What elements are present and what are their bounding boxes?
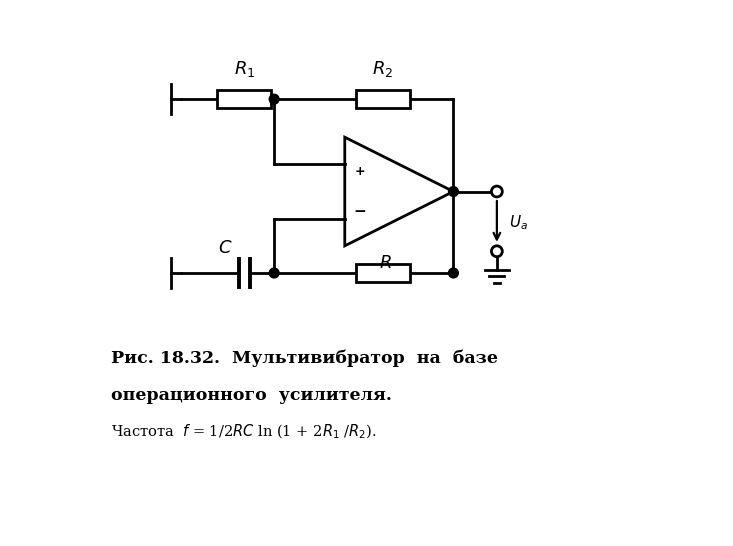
Text: −: − xyxy=(353,204,366,218)
Text: $R$: $R$ xyxy=(379,254,392,272)
Bar xyxy=(356,90,410,109)
Circle shape xyxy=(269,268,279,278)
Text: +: + xyxy=(355,165,365,179)
Bar xyxy=(356,264,410,282)
Text: $R_2$: $R_2$ xyxy=(372,58,394,79)
Circle shape xyxy=(491,246,502,257)
Circle shape xyxy=(449,187,458,197)
Circle shape xyxy=(449,268,458,278)
Text: $C$: $C$ xyxy=(218,239,232,257)
Circle shape xyxy=(269,94,279,104)
Text: Рис. 18.32.  Мультивибратор  на  базе: Рис. 18.32. Мультивибратор на базе xyxy=(111,349,498,366)
Text: $U_a$: $U_a$ xyxy=(509,213,528,233)
Bar xyxy=(217,90,271,109)
Circle shape xyxy=(491,186,502,197)
Text: $R_1$: $R_1$ xyxy=(234,58,255,79)
Text: Частота  $f$ = 1/2$RC$ ln (1 + 2$R_1$ /$R_2$).: Частота $f$ = 1/2$RC$ ln (1 + 2$R_1$ /$R… xyxy=(111,423,377,441)
Text: операционного  усилителя.: операционного усилителя. xyxy=(111,387,392,404)
